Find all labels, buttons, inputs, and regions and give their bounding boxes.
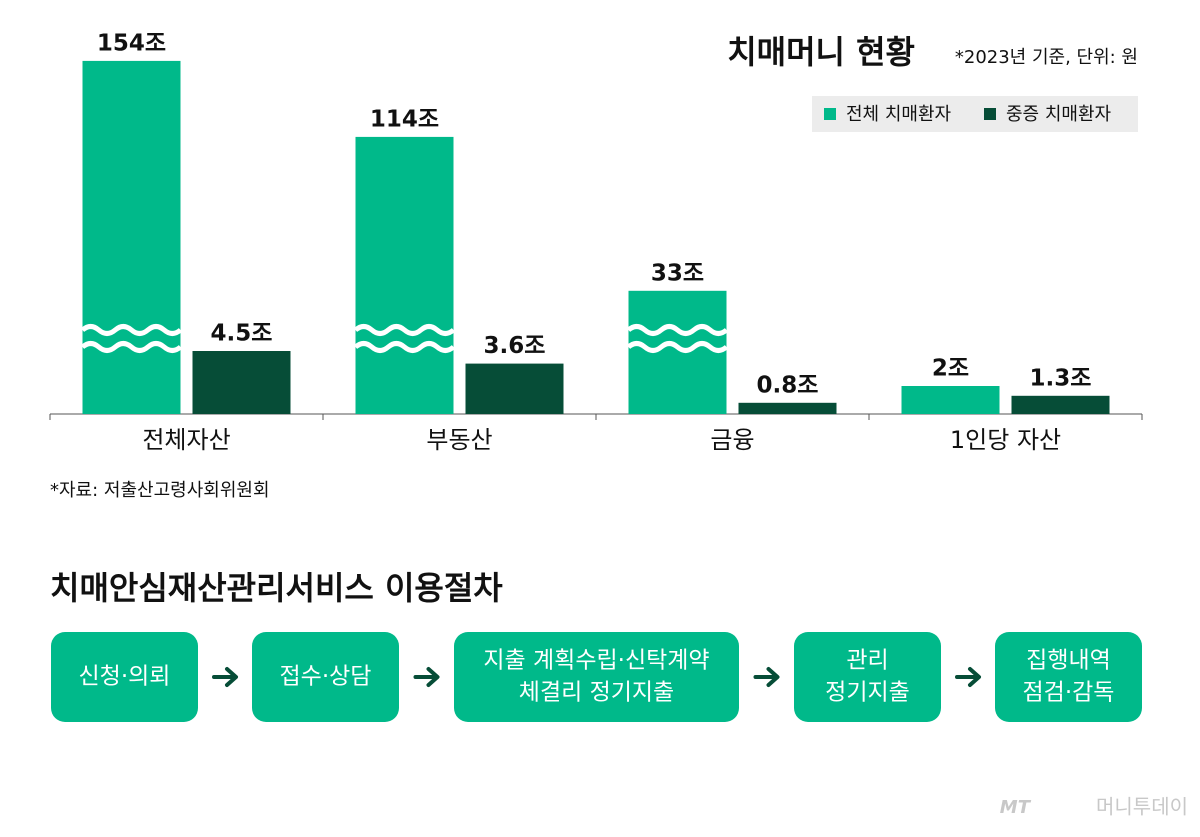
process-step — [794, 632, 941, 722]
axis-break — [353, 324, 456, 336]
process-step — [51, 632, 198, 722]
value-label: 1.3조 — [1030, 365, 1092, 391]
value-label: 33조 — [651, 260, 704, 286]
axis-break — [80, 341, 183, 353]
legend-label: 전체 치매환자 — [846, 104, 952, 125]
chart-subtitle: *2023년 기준, 단위: 원 — [955, 47, 1138, 68]
process-step-text: 정기지출 — [825, 680, 910, 706]
bar — [628, 290, 727, 414]
value-label: 4.5조 — [211, 321, 273, 347]
axis-break — [353, 341, 456, 353]
process-step — [252, 632, 399, 722]
legend-swatch — [824, 108, 836, 120]
process-step — [454, 632, 739, 722]
watermark-logo: MT — [1000, 797, 1032, 818]
process-arrow — [413, 667, 440, 687]
process-step-text: 체결리 정기지출 — [519, 680, 674, 706]
process-arrow — [955, 667, 981, 687]
process-step-text: 신청·의뢰 — [79, 664, 171, 690]
legend-box — [812, 96, 1138, 132]
x-tick-label: 1인당 자산 — [950, 426, 1061, 454]
x-tick-label: 부동산 — [426, 426, 492, 454]
legend-swatch — [984, 108, 996, 120]
bar — [1011, 395, 1110, 414]
bar — [82, 60, 181, 415]
axis-break — [626, 324, 729, 336]
value-label: 154조 — [97, 30, 166, 56]
value-label: 0.8조 — [757, 372, 819, 398]
x-tick-label: 금융 — [710, 426, 754, 454]
bar — [465, 363, 564, 414]
value-label: 114조 — [370, 106, 439, 132]
process-step-text: 지출 계획수립·신탁계약 — [483, 648, 709, 674]
bar — [738, 402, 837, 414]
process-step-text: 집행내역 — [1026, 648, 1111, 674]
process-title: 치매안심재산관리서비스 이용절차 — [50, 569, 503, 607]
process-step-text: 관리 — [846, 648, 888, 674]
bar — [192, 351, 291, 414]
watermark-name: 머니투데이 — [1096, 795, 1188, 819]
process-step-text: 점검·감독 — [1023, 680, 1115, 706]
process-arrow — [753, 667, 780, 687]
x-tick-label: 전체자산 — [142, 426, 230, 454]
bar — [901, 386, 1000, 414]
value-label: 3.6조 — [484, 333, 546, 359]
process-step — [995, 632, 1142, 722]
axis-break — [80, 324, 183, 336]
source-note: *자료: 저출산고령사회위원회 — [50, 480, 270, 501]
bar — [355, 136, 454, 414]
chart-title: 치매머니 현황 — [727, 33, 915, 71]
process-step-text: 접수·상담 — [280, 664, 372, 690]
value-label: 2조 — [932, 356, 969, 382]
legend-label: 중증 치매환자 — [1006, 104, 1112, 125]
axis-break — [626, 341, 729, 353]
process-arrow — [212, 667, 238, 687]
